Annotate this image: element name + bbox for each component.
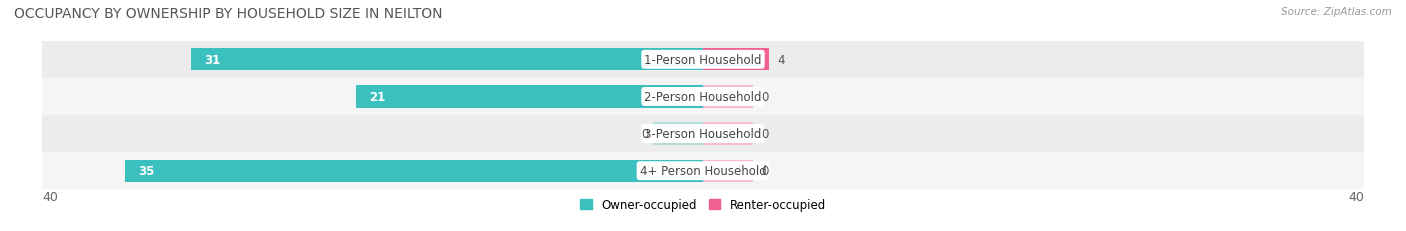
Bar [356,86,703,108]
Bar [654,123,703,145]
Text: OCCUPANCY BY OWNERSHIP BY HOUSEHOLD SIZE IN NEILTON: OCCUPANCY BY OWNERSHIP BY HOUSEHOLD SIZE… [14,7,443,21]
Text: 0: 0 [641,128,648,140]
Legend: Owner-occupied, Renter-occupied: Owner-occupied, Renter-occupied [575,194,831,216]
Bar [42,42,1364,79]
Bar [703,49,769,71]
Text: 0: 0 [761,91,768,103]
Text: 3-Person Household: 3-Person Household [644,128,762,140]
Text: 31: 31 [204,54,221,67]
Text: 0: 0 [761,164,768,177]
Bar [42,152,1364,189]
Text: 21: 21 [370,91,385,103]
Text: 40: 40 [1348,190,1364,203]
Text: 1-Person Household: 1-Person Household [644,54,762,67]
Bar [703,123,752,145]
Text: Source: ZipAtlas.com: Source: ZipAtlas.com [1281,7,1392,17]
Bar [703,86,752,108]
Bar [125,160,703,182]
Text: 4: 4 [778,54,785,67]
Text: 0: 0 [761,128,768,140]
Text: 4+ Person Household: 4+ Person Household [640,164,766,177]
Bar [191,49,703,71]
Bar [703,160,752,182]
Bar [42,79,1364,116]
Text: 40: 40 [42,190,58,203]
Text: 2-Person Household: 2-Person Household [644,91,762,103]
Bar [42,116,1364,152]
Text: 35: 35 [138,164,155,177]
